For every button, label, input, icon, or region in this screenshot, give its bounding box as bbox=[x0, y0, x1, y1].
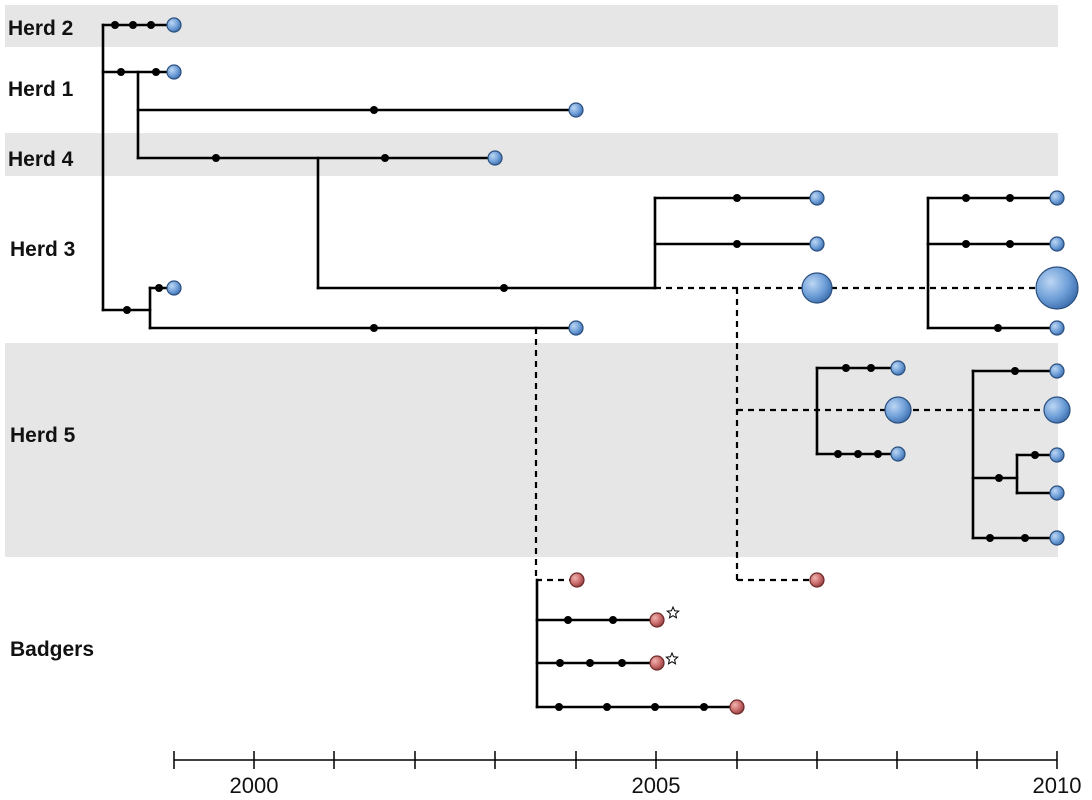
isolate-node bbox=[1049, 530, 1065, 546]
group-labels: Herd 2 Herd 1 Herd 4 Herd 3 Herd 5 Badge… bbox=[8, 17, 94, 661]
isolate-node bbox=[809, 236, 825, 252]
herd-isolates bbox=[166, 17, 1079, 546]
internal-nodes bbox=[111, 21, 1039, 711]
isolate-node bbox=[890, 360, 906, 376]
isolate-node bbox=[1043, 396, 1071, 424]
isolate-node bbox=[801, 272, 833, 304]
label-herd-3: Herd 3 bbox=[10, 238, 75, 261]
isolate-node bbox=[649, 612, 665, 628]
isolate-node bbox=[1049, 190, 1065, 206]
badger-isolates bbox=[569, 572, 825, 715]
isolate-node bbox=[809, 190, 825, 206]
tick-label-2005: 2005 bbox=[632, 773, 681, 798]
isolate-node bbox=[1035, 266, 1079, 310]
time-axis bbox=[173, 751, 1058, 769]
isolate-node bbox=[649, 655, 665, 671]
label-badgers: Badgers bbox=[10, 638, 94, 661]
tick-label-2000: 2000 bbox=[230, 773, 279, 798]
isolate-node bbox=[1049, 236, 1065, 252]
star-icon bbox=[666, 605, 680, 619]
herd-bands bbox=[5, 5, 1058, 557]
isolate-node bbox=[1049, 363, 1065, 379]
star-markers bbox=[665, 605, 680, 665]
isolate-node bbox=[1049, 485, 1065, 501]
isolate-node bbox=[487, 150, 503, 166]
isolate-node bbox=[166, 17, 182, 33]
isolate-node bbox=[809, 572, 825, 588]
band-herd-4 bbox=[5, 133, 1058, 176]
isolate-node bbox=[1049, 447, 1065, 463]
tree-edges bbox=[101, 23, 1059, 709]
label-herd-2: Herd 2 bbox=[8, 17, 73, 40]
axis-labels: 2000 2005 2010 bbox=[230, 773, 1082, 798]
isolate-node bbox=[729, 699, 745, 715]
isolate-node bbox=[884, 396, 912, 424]
band-herd-5 bbox=[5, 343, 1058, 557]
isolate-node bbox=[1049, 320, 1065, 336]
tick-label-2010: 2010 bbox=[1033, 773, 1082, 798]
label-herd-5: Herd 5 bbox=[10, 424, 76, 447]
label-herd-1: Herd 1 bbox=[8, 78, 74, 101]
isolate-node bbox=[568, 102, 584, 118]
star-icon bbox=[665, 651, 679, 665]
isolate-node bbox=[166, 64, 182, 80]
isolate-node bbox=[166, 280, 182, 296]
isolate-node bbox=[569, 572, 585, 588]
isolate-node bbox=[568, 320, 584, 336]
label-herd-4: Herd 4 bbox=[8, 148, 74, 171]
isolate-node bbox=[890, 446, 906, 462]
